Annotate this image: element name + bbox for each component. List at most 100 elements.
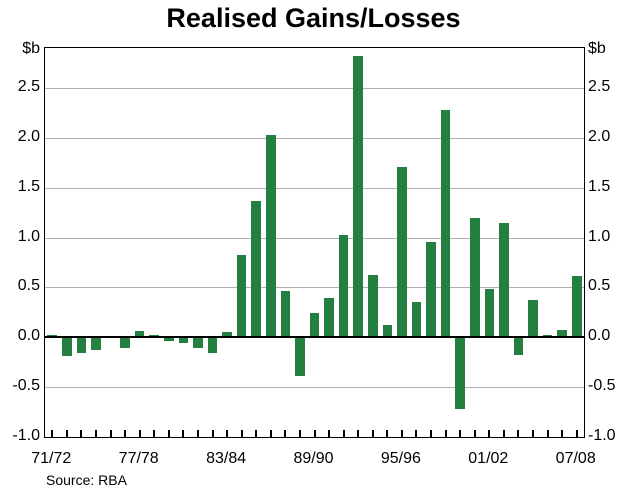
source-note: Source: RBA [46,472,127,488]
x-tick [502,430,505,437]
y-tick-label-right: 1.0 [588,227,611,245]
x-tick [328,430,331,437]
x-tick [430,430,433,437]
x-tick [109,430,112,437]
bar-88/89 [295,337,305,377]
bar-95/96 [397,166,407,338]
y-tick-label-right: 2.5 [588,77,611,95]
y-axis-right: $b 2.5 2.0 1.5 1.0 0.5 0.0 -0.5 -1.0 [588,0,624,495]
x-tick [488,430,491,437]
bar-03/04 [513,337,524,356]
bar-91/92 [338,234,349,338]
y-tick-label-right: 0.0 [588,327,611,345]
x-tick [167,430,170,437]
y-axis-unit-left: $b [22,40,40,57]
bar-96/97 [411,302,422,338]
bar-86/87 [265,134,276,338]
x-tick [182,430,185,437]
y-tick-label-right: 0.5 [588,277,611,295]
grid-line [45,138,584,139]
x-tick [473,430,476,437]
x-tick [400,430,403,437]
x-tick-label: 83/84 [206,450,247,467]
x-tick [415,430,418,437]
bar-97/98 [426,241,436,338]
x-axis-labels: 71/72 77/78 83/84 89/90 95/96 01/02 07/08 [31,450,595,470]
x-tick [313,430,316,437]
y-tick-label-right: -1.0 [588,427,616,444]
y-tick-label-left: -1.0 [12,427,40,444]
x-tick [517,430,520,437]
x-tick [371,430,374,437]
x-tick [575,430,578,437]
bar-71/72 [47,335,58,338]
grid-line [45,387,584,388]
chart-title: Realised Gains/Losses [166,3,461,33]
grid-line [45,88,584,89]
x-tick [269,430,272,437]
y-tick-label-left: -0.5 [12,377,40,395]
bar-81/82 [193,337,203,349]
bar-76/77 [120,337,130,349]
y-tick-label-right: 2.0 [588,127,611,145]
x-tick [80,430,83,437]
x-tick [561,430,564,437]
x-tick [211,430,214,437]
bar-87/88 [280,291,291,338]
bar-72/73 [62,337,72,357]
bar-83/84 [222,332,232,338]
bar-93/94 [367,275,378,338]
x-tick [226,430,229,437]
bar-06/07 [557,330,567,338]
bar-80/81 [178,337,189,344]
y-tick-label-left: 1.0 [17,227,40,245]
y-tick-label-left: 0.0 [17,327,40,345]
grid-line [45,238,584,239]
bar-84/85 [236,255,247,338]
zero-line [45,336,584,339]
x-tick-label: 95/96 [380,450,421,467]
y-tick-label-left: 1.5 [17,177,40,195]
bar-74/75 [91,337,101,351]
bar-04/05 [528,300,538,338]
bar-92/93 [353,55,363,338]
x-tick-label: 71/72 [31,450,72,467]
x-tick-label: 77/78 [118,450,159,467]
y-tick-label-right: -0.5 [588,377,616,395]
x-tick [138,430,141,437]
x-tick [459,430,462,437]
x-tick [342,430,345,437]
bar-02/03 [499,222,509,338]
y-tick-label-left: 2.0 [17,127,40,145]
bar-07/08 [571,276,582,338]
y-axis-unit-right: $b [588,40,606,57]
x-tick [357,430,360,437]
grid-line [45,287,584,288]
x-tick [386,430,389,437]
x-tick [65,430,68,437]
bar-77/78 [134,331,145,338]
x-tick [51,430,54,437]
x-tick [532,430,534,437]
bar-90/91 [324,298,334,338]
bar-99/00 [455,337,465,410]
x-tick [94,430,97,437]
x-tick-label: 89/90 [293,450,334,467]
bar-00/01 [469,217,480,338]
x-tick [284,430,287,437]
bar-78/79 [149,335,160,338]
x-tick [298,430,301,437]
grid-line [45,188,584,189]
bar-89/90 [309,313,320,338]
bar-98/99 [440,109,451,338]
x-tick [240,430,243,437]
bar-94/95 [382,325,393,338]
bar-82/83 [207,337,218,354]
x-tick [444,430,447,437]
y-tick-label-left: 2.5 [17,77,40,95]
plot-area [44,47,585,438]
bar-01/02 [484,289,495,338]
x-tick [124,430,127,437]
x-tick [255,430,258,437]
